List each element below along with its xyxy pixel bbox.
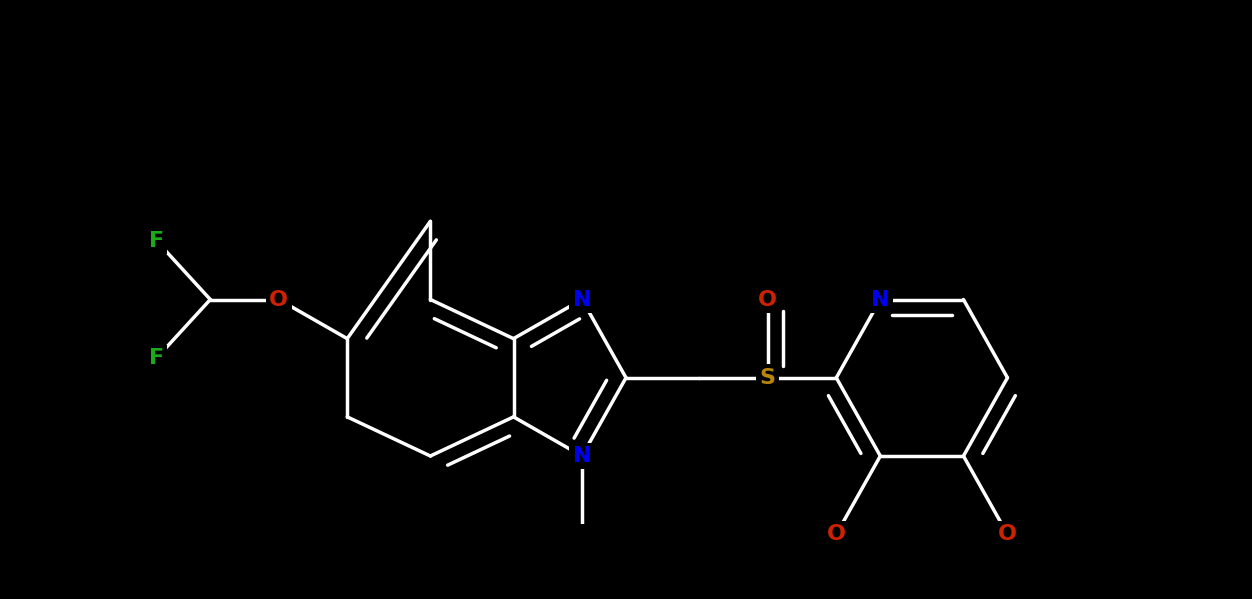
Text: F: F bbox=[149, 348, 164, 368]
Text: S: S bbox=[760, 368, 776, 388]
Text: F: F bbox=[149, 231, 164, 251]
Text: O: O bbox=[998, 524, 1017, 544]
Text: O: O bbox=[759, 289, 777, 310]
Text: N: N bbox=[572, 289, 591, 310]
Text: O: O bbox=[269, 289, 288, 310]
Text: N: N bbox=[871, 289, 890, 310]
Text: O: O bbox=[826, 524, 846, 544]
Text: N: N bbox=[572, 446, 591, 466]
